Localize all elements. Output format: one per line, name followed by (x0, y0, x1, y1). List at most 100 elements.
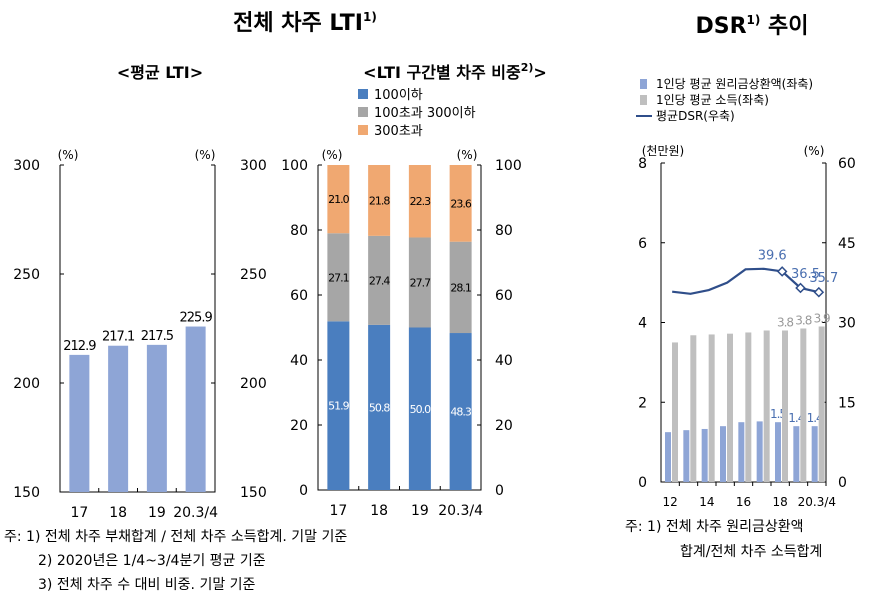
data-label: 27.7 (410, 276, 431, 289)
bar (818, 326, 825, 482)
y-tick-label-left: 2 (638, 395, 647, 411)
x-tick-label: 16 (736, 495, 751, 509)
bar-segment (449, 241, 472, 334)
y-tick-label-right: 100 (495, 158, 522, 174)
y-tick-label-right: 0 (495, 483, 504, 499)
data-label: 3.8 (795, 313, 811, 327)
note-3: 3) 전체 차주 수 대비 비중. 기말 기준 (38, 577, 256, 593)
dsr-title: DSR1) 추이 (695, 13, 808, 39)
unit-right: (%) (457, 148, 478, 162)
dsr-note-2: 합계/전체 차주 소득합계 (680, 544, 822, 560)
legend-label: 300초과 (374, 124, 423, 139)
data-label: 217.5 (141, 329, 174, 344)
y-tick-label-left: 0 (638, 475, 647, 491)
unit-right: (%) (804, 144, 825, 158)
x-tick-label: 18 (773, 495, 788, 509)
legend-swatch (640, 95, 647, 105)
bar (701, 428, 708, 482)
y-tick-label-left: 200 (13, 376, 40, 392)
x-tick-label: 17 (329, 503, 347, 519)
bar (672, 342, 678, 482)
data-label: 39.6 (758, 248, 787, 263)
y-tick-label-left: 150 (13, 485, 40, 501)
bar-segment (368, 165, 391, 236)
data-label: 28.1 (450, 281, 471, 294)
y-tick-label-right: 30 (838, 316, 856, 332)
y-tick-label-left: 300 (13, 158, 40, 174)
y-tick-label-left: 250 (13, 267, 40, 283)
x-tick-label: 20.3/4 (173, 505, 218, 521)
y-tick-label-right: 150 (240, 485, 267, 501)
y-tick-label-left: 6 (638, 236, 647, 252)
x-tick-label: 20.3/4 (438, 503, 483, 519)
data-label: 21.8 (369, 194, 390, 207)
data-label: 217.1 (102, 330, 135, 345)
x-tick-label: 20.3/4 (798, 495, 836, 509)
x-tick-label: 19 (148, 505, 166, 521)
data-label: 35.7 (809, 271, 838, 286)
legend-label: 평균DSR(우축) (656, 109, 735, 123)
x-tick-label: 19 (411, 503, 429, 519)
unit-left: (%) (322, 148, 343, 162)
bar (146, 344, 167, 492)
bar-segment (449, 165, 472, 242)
x-tick-label: 12 (663, 495, 678, 509)
bar (811, 426, 818, 482)
y-tick-label-left: 0 (299, 483, 308, 499)
lti-chart: 150 150 200 200 250 250 300 300 (%) (%) 212.9 17 217… (13, 148, 266, 521)
y-tick-label-right: 45 (838, 236, 856, 252)
y-tick-label-right: 250 (240, 267, 267, 283)
bar (727, 333, 733, 482)
y-tick-label-right: 0 (838, 475, 847, 491)
y-tick-label-right: 60 (495, 288, 513, 304)
legend-swatch (358, 125, 368, 135)
bar (185, 326, 206, 492)
bar (665, 432, 671, 482)
bar-segment (368, 324, 391, 490)
bar (708, 334, 715, 482)
bar-segment (327, 165, 350, 234)
dsr-line (672, 267, 820, 295)
dsr-marker (813, 286, 825, 298)
data-label: 225.9 (180, 311, 213, 326)
bar (756, 421, 763, 482)
bar (738, 422, 745, 482)
bar (763, 330, 770, 482)
data-label: 23.6 (450, 197, 471, 210)
y-tick-label-right: 40 (495, 353, 513, 369)
bar (108, 345, 129, 492)
legend-label: 1인당 평균 소득(좌축) (656, 93, 769, 107)
y-tick-label-left: 60 (290, 288, 308, 304)
data-label: 27.1 (328, 271, 349, 284)
note-2: 2) 2020년은 1/4~3/4분기 평균 기준 (38, 553, 266, 569)
unit-right: (%) (195, 148, 216, 162)
y-tick-label-left: 40 (290, 353, 308, 369)
data-label: 27.4 (369, 274, 390, 287)
data-label: 212.9 (63, 339, 96, 354)
data-label: 21.0 (328, 193, 349, 206)
bar-segment (408, 327, 431, 490)
data-label: 50.8 (369, 401, 390, 414)
dsr-marker (776, 266, 788, 277)
bar (683, 430, 690, 482)
data-label: 36.5 (791, 267, 820, 282)
y-tick-label-left: 20 (290, 418, 308, 434)
bar-segment (327, 321, 350, 490)
bar (69, 354, 90, 492)
y-tick-label-left: 100 (281, 158, 308, 174)
bar (745, 332, 752, 482)
bar-segment (368, 235, 391, 325)
x-tick-label: 17 (70, 505, 88, 521)
y-tick-label-right: 80 (495, 223, 513, 239)
data-label: 3.9 (814, 311, 830, 325)
y-tick-label-right: 60 (838, 156, 856, 172)
legend-swatch (358, 107, 368, 117)
y-tick-label-right: 20 (495, 418, 513, 434)
share-chart: 0 0 20 20 40 40 60 60 80 80 100 100 (%) (%) 51.9 27.1 21… (281, 88, 521, 519)
bar-segment (408, 237, 431, 328)
data-label: 3.8 (777, 315, 793, 329)
bar (800, 328, 807, 482)
unit-left: (천만원) (642, 143, 684, 158)
